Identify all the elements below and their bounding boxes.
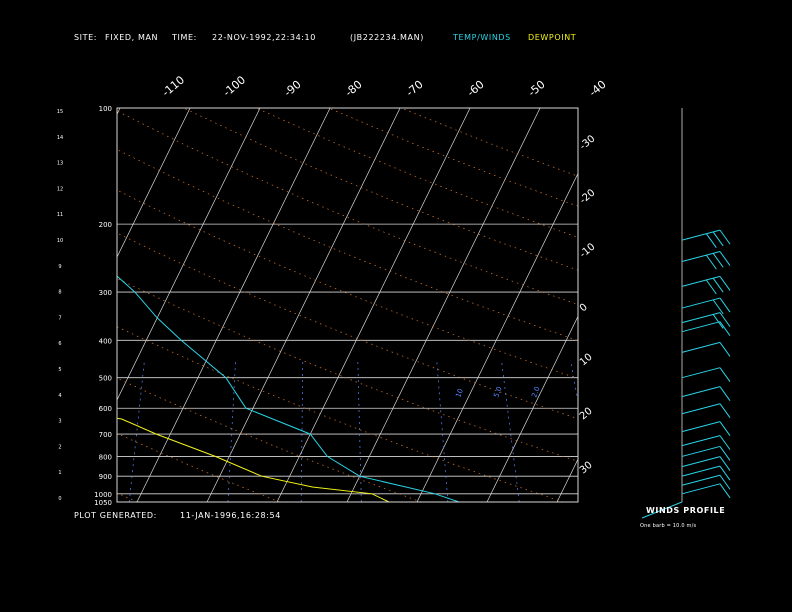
- wind-barb: [719, 321, 731, 336]
- plot-frame: [116, 107, 579, 503]
- wind-staff: [641, 501, 683, 519]
- wind-barb: [719, 483, 731, 499]
- isotherm-line: [206, 108, 401, 502]
- pressure-tick-label: 500: [99, 375, 112, 383]
- file-name: (JB222234.MAN): [350, 33, 424, 42]
- height-tick-label: 10: [57, 238, 63, 244]
- height-tick-label: 1: [58, 470, 61, 476]
- wind-barb: [705, 254, 717, 270]
- wind-barb: [719, 342, 731, 357]
- wind-staff: [681, 341, 721, 353]
- wind-barb: [719, 403, 731, 419]
- wind-barb: [712, 253, 724, 268]
- isotherm-line: [117, 108, 261, 401]
- time-label: TIME:: [172, 33, 197, 42]
- wind-barb: [719, 474, 731, 490]
- pressure-tick-label: 700: [99, 431, 112, 439]
- pressure-tick-label: 600: [99, 405, 112, 413]
- wind-barb: [719, 276, 731, 291]
- wind-staff: [681, 435, 721, 447]
- wind-barb: [719, 456, 731, 471]
- wind-barb: [719, 297, 731, 313]
- dry-adiabat: [117, 433, 280, 502]
- site-label: SITE:: [74, 33, 98, 42]
- wind-barb: [719, 251, 731, 266]
- isotherm-line: [117, 108, 191, 258]
- isotherm-line: [486, 315, 578, 502]
- winds-profile-title: WINDS PROFILE: [646, 506, 726, 515]
- winds-profile-note: One barb = 10.0 m/s: [640, 523, 697, 529]
- plot-generated-value: 11-JAN-1996,16:28:54: [180, 511, 281, 520]
- height-tick-label: 4: [58, 393, 61, 399]
- height-tick-label: 12: [57, 186, 63, 192]
- mixing-ratio-label: 5.0: [492, 385, 503, 398]
- wind-staff: [681, 403, 721, 415]
- plot-generated-label: PLOT GENERATED:: [74, 511, 157, 520]
- wind-barb: [705, 233, 717, 249]
- pressure-tick-label: 200: [99, 221, 112, 229]
- height-tick-label: 6: [58, 341, 61, 347]
- time-value: 22-NOV-1992,22:34:10: [212, 33, 316, 42]
- wind-staff: [681, 386, 721, 398]
- wind-barb: [705, 279, 717, 295]
- right-temperature-label: 0: [578, 302, 590, 315]
- mixing-ratio-label: 10: [454, 388, 465, 399]
- wind-staff: [681, 465, 721, 477]
- wind-staff: [681, 483, 721, 495]
- wind-barb: [719, 386, 731, 401]
- pressure-tick-label: 900: [99, 473, 112, 481]
- wind-staff: [681, 445, 721, 457]
- mixing-ratio-label: 2.0: [530, 385, 541, 398]
- height-tick-label: 5: [58, 367, 61, 373]
- height-tick-label: 9: [58, 264, 61, 270]
- wind-barb: [719, 435, 731, 450]
- site-value: FIXED, MAN: [105, 33, 159, 42]
- grid-lines: [117, 108, 578, 502]
- wind-staff: [681, 321, 721, 333]
- isotherm-line: [346, 108, 541, 502]
- height-tick-label: 11: [57, 212, 63, 218]
- height-tick-label: 14: [57, 135, 63, 141]
- legend-temp-winds: TEMP/WINDS: [453, 33, 511, 42]
- wind-profile-panel: [641, 108, 731, 519]
- isotherm-line: [276, 108, 471, 502]
- wind-staff: [681, 367, 721, 379]
- pressure-tick-label: 100: [99, 105, 112, 113]
- isotherm-line: [136, 108, 331, 502]
- mixing-ratio-line: [570, 359, 578, 404]
- wind-barb: [719, 367, 731, 382]
- wind-barb: [719, 465, 731, 481]
- height-tick-label: 2: [58, 444, 61, 450]
- wind-barb: [719, 421, 731, 436]
- wind-barb: [712, 299, 724, 315]
- pressure-tick-label: 300: [99, 289, 112, 297]
- height-tick-label: 13: [57, 161, 63, 167]
- dewpoint-trace: [117, 417, 390, 502]
- pressure-tick-label: 800: [99, 453, 112, 461]
- wind-barb: [719, 312, 731, 327]
- height-tick-label: 7: [58, 315, 61, 321]
- wind-barb: [719, 229, 731, 245]
- wind-barb: [712, 314, 724, 329]
- wind-staff: [681, 474, 721, 486]
- pressure-tick-label: 1000: [94, 491, 112, 499]
- height-tick-label: 3: [58, 419, 61, 425]
- height-tick-label: 15: [57, 109, 63, 115]
- pressure-tick-label: 400: [99, 337, 112, 345]
- height-tick-label: 8: [58, 290, 61, 296]
- wind-barb: [719, 446, 731, 461]
- wind-barb: [712, 231, 724, 247]
- wind-barb: [712, 277, 724, 293]
- dry-adiabat: [117, 232, 578, 420]
- temperature-trace: [117, 275, 460, 502]
- wind-staff: [681, 421, 721, 433]
- height-tick-label: 0: [58, 496, 61, 502]
- wind-staff: [681, 456, 721, 468]
- sounding-traces: [117, 275, 460, 502]
- legend-dewpoint: DEWPOINT: [528, 33, 577, 42]
- pressure-tick-label: 1050: [94, 499, 112, 507]
